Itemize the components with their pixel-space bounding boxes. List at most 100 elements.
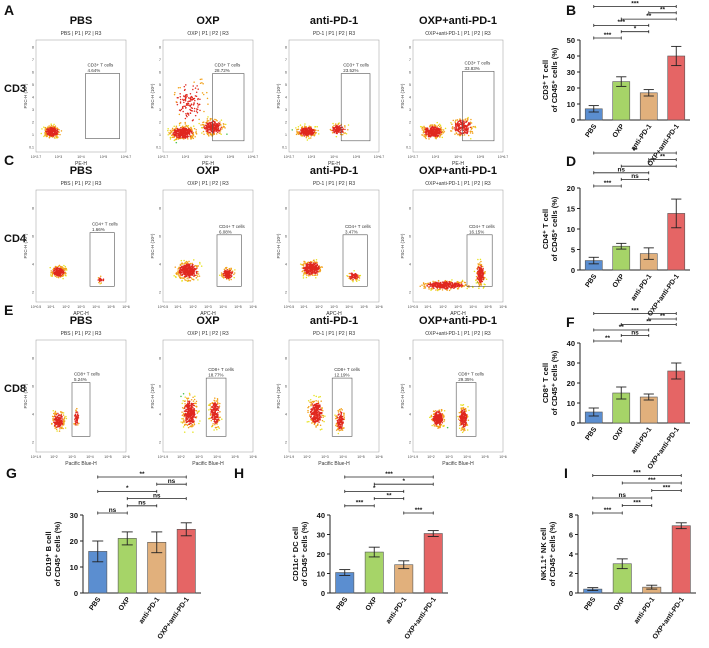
flow-event bbox=[192, 271, 195, 274]
flow-event bbox=[214, 401, 216, 404]
flow-event bbox=[193, 408, 195, 410]
flow-event bbox=[48, 136, 51, 138]
flow-event bbox=[434, 124, 437, 127]
flow-event bbox=[188, 414, 190, 417]
flow-event bbox=[207, 116, 209, 118]
flow-event bbox=[53, 127, 56, 129]
flow-event bbox=[317, 415, 320, 417]
flow-event bbox=[215, 133, 218, 135]
flow-event bbox=[173, 125, 175, 128]
flow-event bbox=[194, 395, 196, 397]
flow-event bbox=[188, 402, 191, 405]
flow-plot: anti-PD-1PD-1 | P1 | P2 | R30.112345678F… bbox=[276, 15, 384, 167]
flow-x-tick: 10^6 bbox=[499, 305, 507, 309]
flow-event bbox=[429, 283, 432, 285]
flow-event bbox=[50, 130, 52, 132]
flow-x-tick: 10^1.9 bbox=[284, 455, 294, 459]
flow-event bbox=[172, 133, 174, 136]
flow-x-tick: 10^6.7 bbox=[121, 155, 131, 159]
gate-name: CD3+ T cells bbox=[343, 63, 369, 68]
flow-event bbox=[190, 277, 193, 279]
flow-event bbox=[316, 411, 319, 414]
flow-event bbox=[217, 409, 220, 412]
flow-event bbox=[62, 412, 65, 414]
gate-percent: 4.64% bbox=[88, 68, 101, 73]
flow-event bbox=[212, 414, 214, 416]
flow-event bbox=[192, 125, 195, 127]
flow-event bbox=[44, 133, 47, 135]
flow-event bbox=[463, 126, 466, 128]
flow-event bbox=[331, 131, 334, 134]
flow-event bbox=[426, 127, 429, 130]
flow-event bbox=[187, 138, 189, 140]
flow-event bbox=[189, 135, 191, 138]
flow-y-tick: 4 bbox=[32, 263, 34, 267]
flow-event bbox=[75, 422, 77, 424]
flow-event bbox=[203, 93, 205, 96]
flow-event bbox=[199, 263, 201, 265]
flow-event bbox=[214, 406, 216, 408]
flow-y-tick: 0.1 bbox=[282, 145, 287, 149]
flow-event bbox=[203, 110, 205, 113]
flow-y-tick: 1 bbox=[32, 133, 34, 137]
flow-event bbox=[75, 424, 77, 426]
flow-event bbox=[56, 268, 58, 270]
flow-event bbox=[196, 111, 199, 114]
flow-event bbox=[303, 266, 305, 269]
flow-event bbox=[56, 430, 58, 432]
flow-y-tick: 2 bbox=[32, 291, 34, 295]
flow-event bbox=[303, 135, 306, 137]
flow-event bbox=[315, 426, 317, 428]
flow-event bbox=[477, 278, 480, 280]
flow-event bbox=[444, 279, 447, 282]
flow-event bbox=[181, 131, 184, 134]
flow-event bbox=[58, 128, 60, 131]
flow-event bbox=[223, 268, 226, 270]
flow-event bbox=[316, 272, 318, 274]
flow-event bbox=[311, 265, 313, 268]
flow-event bbox=[439, 288, 441, 291]
flow-event bbox=[180, 263, 183, 265]
flow-event bbox=[201, 81, 203, 84]
flow-event bbox=[446, 289, 448, 291]
flow-event bbox=[307, 261, 309, 263]
flow-event bbox=[216, 131, 219, 134]
flow-event bbox=[190, 271, 193, 273]
flow-event bbox=[313, 413, 316, 415]
flow-event bbox=[206, 97, 209, 100]
flow-event bbox=[187, 413, 190, 415]
flow-event bbox=[226, 133, 228, 135]
flow-event bbox=[184, 88, 186, 91]
flow-event bbox=[191, 96, 193, 99]
flow-event bbox=[444, 282, 447, 285]
flow-x-axis-label: Pacific Blue-H bbox=[192, 461, 224, 467]
flow-event bbox=[313, 262, 315, 264]
flow-event bbox=[205, 130, 208, 132]
flow-event bbox=[315, 262, 317, 264]
flow-event bbox=[426, 128, 428, 131]
flow-event bbox=[444, 287, 446, 290]
flow-event bbox=[213, 411, 216, 414]
flow-event bbox=[76, 407, 78, 410]
flow-y-tick: 2 bbox=[285, 120, 287, 124]
flow-x-tick: 10^2 bbox=[189, 305, 197, 309]
flow-event bbox=[169, 132, 171, 135]
flow-event bbox=[352, 280, 354, 283]
flow-event bbox=[443, 285, 446, 287]
flow-event bbox=[449, 130, 452, 132]
flow-event bbox=[62, 277, 64, 280]
flow-dots bbox=[167, 78, 228, 144]
flow-event bbox=[57, 412, 59, 415]
flow-event bbox=[481, 265, 484, 268]
flow-event bbox=[335, 123, 337, 125]
flow-event bbox=[302, 275, 305, 277]
flow-event bbox=[314, 266, 317, 268]
flow-x-tick: 10^2.7 bbox=[408, 155, 418, 159]
flow-event bbox=[191, 423, 194, 426]
flow-event bbox=[203, 126, 205, 128]
flow-event bbox=[190, 109, 192, 112]
flow-plot-frame bbox=[162, 189, 254, 303]
flow-event bbox=[216, 415, 219, 417]
flow-event bbox=[98, 281, 100, 284]
